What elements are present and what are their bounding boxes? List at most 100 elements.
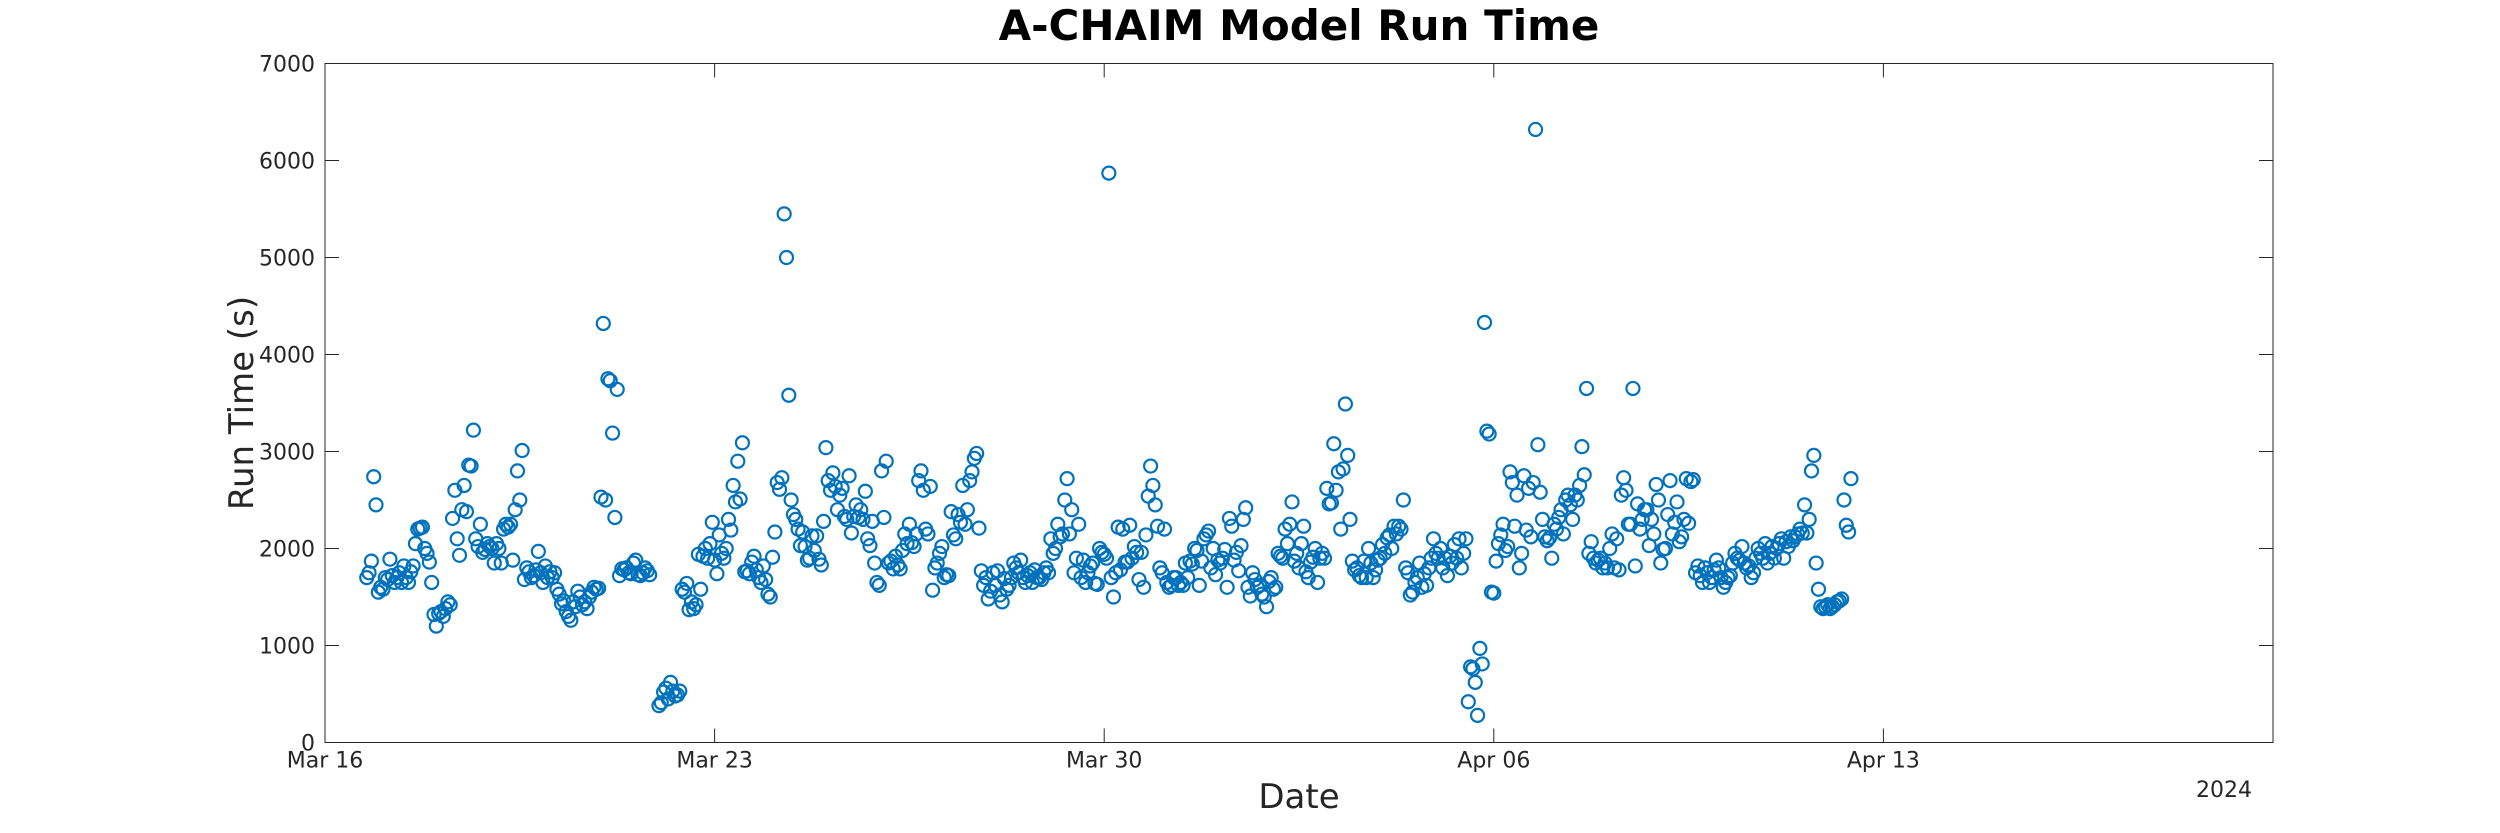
data-point <box>1708 552 1725 568</box>
data-point <box>1309 574 1326 591</box>
data-point <box>382 551 398 567</box>
data-point <box>1569 492 1585 508</box>
data-point <box>1648 476 1664 493</box>
data-point <box>941 568 957 584</box>
data-point <box>718 540 734 557</box>
x-tick-label: Mar 30 <box>1066 749 1143 774</box>
data-point <box>1625 380 1641 397</box>
data-point <box>1061 526 1078 542</box>
data-point <box>1119 554 1135 570</box>
data-point <box>1583 534 1599 550</box>
x-axis-year-label: 2024 <box>2196 778 2252 803</box>
data-point <box>834 480 850 496</box>
data-point <box>1460 694 1476 710</box>
data-point <box>642 567 658 583</box>
data-point <box>1233 537 1249 554</box>
data-point <box>1511 560 1527 576</box>
data-point <box>971 520 987 536</box>
data-point <box>869 574 885 591</box>
y-tick-label: 0 <box>301 732 315 757</box>
data-point <box>1388 526 1405 542</box>
x-tick-label: Apr 06 <box>1457 749 1530 774</box>
data-point <box>855 511 871 528</box>
data-point <box>934 538 950 555</box>
data-point <box>739 563 755 579</box>
data-point <box>1175 577 1191 593</box>
data-point <box>1632 521 1648 537</box>
data-point <box>697 540 713 557</box>
y-tick-label: 4000 <box>259 344 315 369</box>
data-point <box>1834 591 1850 607</box>
data-point <box>760 586 776 602</box>
data-point <box>860 531 876 547</box>
data-point <box>1326 436 1342 452</box>
data-point <box>1604 526 1620 542</box>
data-point <box>609 381 625 398</box>
data-point <box>502 516 519 532</box>
x-tick-label: Mar 23 <box>676 749 753 774</box>
data-point <box>482 538 498 555</box>
data-point <box>1643 511 1660 528</box>
data-point <box>762 589 778 605</box>
data-point <box>1395 492 1411 508</box>
data-point <box>867 555 883 571</box>
data-point <box>1516 468 1532 484</box>
data-point <box>1340 447 1356 463</box>
data-point <box>1296 518 1312 534</box>
data-point <box>832 487 848 503</box>
data-point <box>1704 569 1720 586</box>
data-point <box>1284 494 1300 510</box>
data-point <box>1342 511 1358 528</box>
data-point <box>1163 577 1180 593</box>
data-point <box>405 558 421 574</box>
data-point <box>1133 544 1149 560</box>
data-point <box>1616 470 1632 486</box>
data-point <box>1838 517 1854 533</box>
y-tick-label: 5000 <box>259 247 315 272</box>
x-axis-label: Date <box>1258 777 1339 817</box>
data-point <box>660 691 676 707</box>
data-point <box>1191 577 1207 593</box>
data-point <box>1136 579 1152 595</box>
data-point <box>591 580 607 596</box>
data-point <box>778 249 795 266</box>
data-point <box>604 425 621 441</box>
data-point <box>1282 516 1298 532</box>
chart-title: A-CHAIM Model Run Time <box>999 1 1600 50</box>
data-point <box>788 511 804 528</box>
data-point <box>818 440 834 456</box>
data-point <box>1676 511 1692 528</box>
y-tick-label: 3000 <box>259 441 315 466</box>
data-point <box>1351 568 1367 584</box>
data-point <box>1500 538 1516 555</box>
data-point <box>486 555 502 571</box>
data-point <box>449 531 465 547</box>
data-point <box>813 557 829 573</box>
data-point <box>1358 569 1374 586</box>
data-point <box>512 492 528 508</box>
data-point <box>989 563 1006 579</box>
data-point <box>662 674 679 690</box>
data-point <box>563 612 579 628</box>
data-point <box>1268 579 1284 595</box>
data-point <box>1156 521 1173 537</box>
data-point <box>1674 529 1690 545</box>
data-point <box>732 491 748 507</box>
data-point <box>1796 497 1813 513</box>
data-point <box>623 566 639 582</box>
data-point <box>1129 544 1145 560</box>
data-point <box>366 469 382 485</box>
data-point <box>781 387 797 403</box>
data-point <box>1131 571 1147 588</box>
data-point <box>1142 458 1159 474</box>
data-point <box>1669 494 1685 510</box>
data-point <box>1720 569 1736 586</box>
data-point <box>1555 526 1571 542</box>
data-point <box>1806 447 1822 463</box>
data-point <box>1187 540 1203 557</box>
data-point <box>600 371 616 387</box>
data-point <box>1149 518 1166 534</box>
data-point <box>1425 531 1442 547</box>
data-point <box>1224 518 1240 534</box>
